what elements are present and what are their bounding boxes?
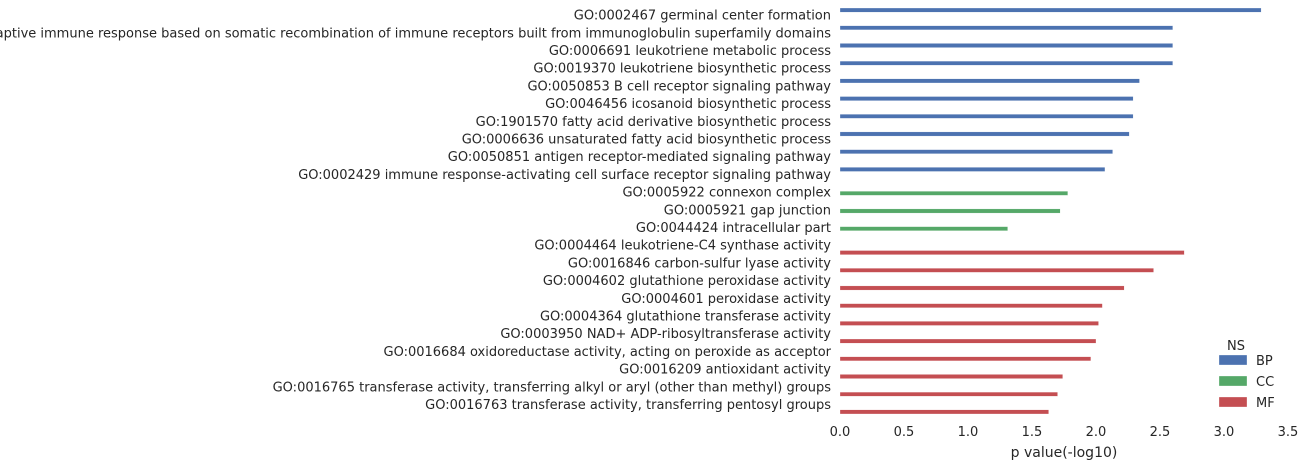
bar-mf [839, 303, 1103, 308]
category-label: GO:0005921 gap junction [664, 203, 831, 218]
bar-bp [839, 43, 1173, 48]
category-label: GO:0050853 B cell receptor signaling pat… [527, 79, 831, 94]
category-label: GO:1901570 fatty acid derivative biosynt… [476, 115, 832, 130]
x-tick-label: 1.0 [958, 425, 979, 440]
bar-mf [839, 321, 1099, 326]
bar-mf [839, 250, 1185, 255]
bar-bp [839, 167, 1106, 172]
legend-swatch-bp [1218, 354, 1248, 366]
bar-cc [839, 226, 1008, 231]
bar-bp [839, 25, 1173, 31]
bar-mf [839, 356, 1092, 362]
x-tick-label: 0.0 [830, 425, 851, 440]
x-tick-label: 3.0 [1214, 425, 1235, 440]
category-label: GO:0002460 adaptive immune response base… [0, 26, 831, 41]
bar-mf [839, 338, 1097, 344]
category-label: GO:0016684 oxidoreductase activity, acti… [384, 345, 832, 360]
bar-mf [839, 268, 1154, 273]
category-label: GO:0004364 glutathione transferase activ… [540, 310, 831, 325]
bar-bp [839, 78, 1140, 84]
x-tick-label: 1.5 [1022, 425, 1043, 440]
bar-bp [839, 131, 1130, 137]
category-label: GO:0006636 unsaturated fatty acid biosyn… [462, 133, 832, 148]
category-label: GO:0044424 intracellular part [636, 221, 831, 236]
bar-mf [839, 374, 1063, 379]
bars-group [839, 7, 1262, 415]
bar-cc [839, 191, 1068, 196]
x-axis-label: p value(-log10) [1011, 445, 1118, 461]
legend-label-mf: MF [1256, 396, 1275, 411]
legend: NS BP CC MF [1218, 339, 1275, 411]
legend-title: NS [1227, 339, 1245, 354]
bar-bp [839, 149, 1113, 154]
category-label: GO:0004464 leukotriene-C4 synthase activ… [534, 239, 831, 254]
x-tick-label: 0.5 [894, 425, 915, 440]
x-tick-labels-group: 0.0 0.5 1.0 1.5 2.0 2.5 3.0 3.5 [830, 425, 1299, 440]
bar-mf [839, 391, 1058, 397]
category-label: GO:0002467 germinal center formation [574, 9, 831, 24]
category-label: GO:0005922 connexon complex [622, 186, 831, 201]
x-tick-label: 2.5 [1150, 425, 1171, 440]
category-label: GO:0016209 antioxidant activity [619, 363, 831, 378]
bar-mf [839, 285, 1125, 291]
category-label: GO:0016763 transferase activity, transfe… [425, 398, 831, 413]
bar-mf [839, 409, 1049, 415]
category-labels-group: GO:0002467 germinal center formation GO:0… [0, 9, 832, 413]
bar-bp [839, 114, 1134, 119]
legend-swatch-mf [1218, 396, 1248, 408]
x-tick-label: 2.0 [1086, 425, 1107, 440]
category-label: GO:0002429 immune response-activating ce… [298, 168, 831, 183]
bar-bp [839, 96, 1134, 101]
category-label: GO:0046456 icosanoid biosynthetic proces… [545, 97, 831, 112]
category-label: GO:0003950 NAD+ ADP-ribosyltransferase a… [500, 327, 831, 342]
category-label: GO:0050851 antigen receptor-mediated sig… [448, 150, 832, 165]
category-label: GO:0016846 carbon-sulfur lyase activity [568, 256, 831, 271]
category-label: GO:0004601 peroxidase activity [621, 292, 831, 307]
bar-bp [839, 60, 1173, 66]
category-label: GO:0016765 transferase activity, transfe… [273, 380, 832, 395]
x-tick-label: 3.5 [1278, 425, 1299, 440]
legend-label-bp: BP [1256, 354, 1273, 369]
category-label: GO:0004602 glutathione peroxidase activi… [543, 274, 831, 289]
legend-label-cc: CC [1256, 375, 1274, 390]
bar-bp [839, 7, 1262, 13]
legend-swatch-cc [1218, 375, 1248, 387]
category-label: GO:0019370 leukotriene biosynthetic proc… [533, 62, 831, 77]
bar-cc [839, 208, 1061, 214]
category-label: GO:0006691 leukotriene metabolic process [549, 44, 831, 59]
